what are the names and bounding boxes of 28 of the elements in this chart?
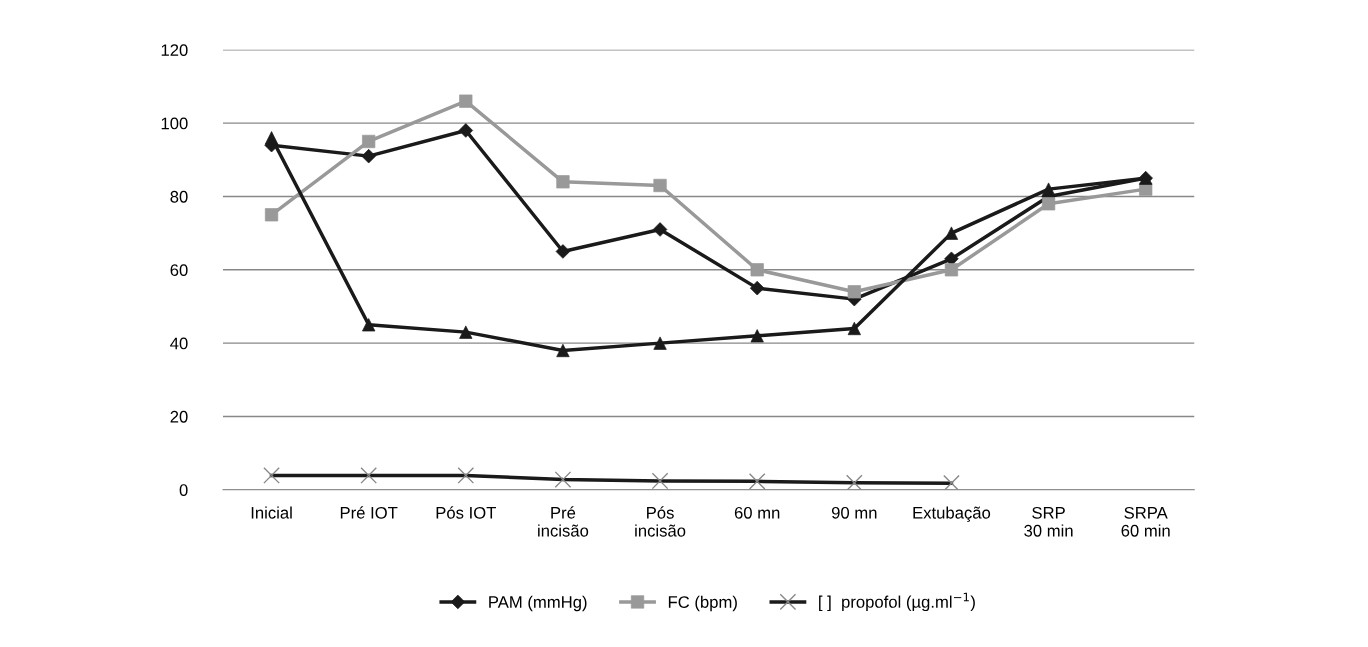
x-tick-label: Inicial xyxy=(251,506,292,519)
point xyxy=(264,208,279,222)
y-tick-label: 40 xyxy=(170,337,188,350)
y-tick-label: 60 xyxy=(170,264,188,276)
x-tick-label: Pós incisão xyxy=(635,506,686,537)
point xyxy=(458,123,474,138)
point xyxy=(1041,197,1056,211)
y-tick-label: 120 xyxy=(161,44,188,57)
point xyxy=(361,148,376,164)
x-tick-label: Pré IOT xyxy=(340,506,398,519)
legend-label: [ ] propofol (µg.ml$^{−1}$) xyxy=(819,592,975,612)
legend-label: FC (bpm) xyxy=(668,595,737,612)
x-tick-label: Extubação xyxy=(913,506,991,523)
y-tick-label: 100 xyxy=(161,117,188,130)
x-tick-label: SRP 30 min xyxy=(1024,506,1073,537)
point xyxy=(555,244,571,259)
point xyxy=(944,263,959,277)
x-tick-label: Pré incisão xyxy=(538,506,589,537)
y-tick-label: 20 xyxy=(170,410,188,423)
legend-label: PAM (mmHg) xyxy=(489,595,587,612)
x-tick-label: SRPA 60 min xyxy=(1121,506,1170,537)
x-tick-label: 60 mn xyxy=(734,506,780,519)
x-tick-label: 90 mn xyxy=(831,506,877,519)
y-tick-label: 0 xyxy=(179,484,188,496)
point xyxy=(847,285,861,299)
y-tick-label: 80 xyxy=(170,190,188,203)
x-tick-label: Pós IOT xyxy=(436,506,496,519)
point xyxy=(556,343,570,358)
